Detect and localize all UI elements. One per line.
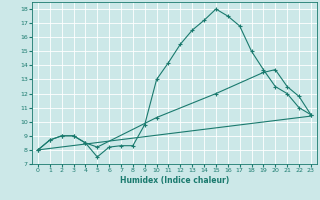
- X-axis label: Humidex (Indice chaleur): Humidex (Indice chaleur): [120, 176, 229, 185]
